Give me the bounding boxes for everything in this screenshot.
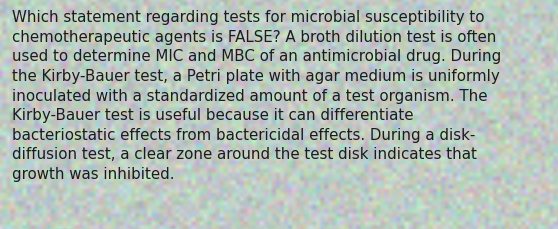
Text: Which statement regarding tests for microbial susceptibility to
chemotherapeutic: Which statement regarding tests for micr…: [12, 10, 502, 181]
